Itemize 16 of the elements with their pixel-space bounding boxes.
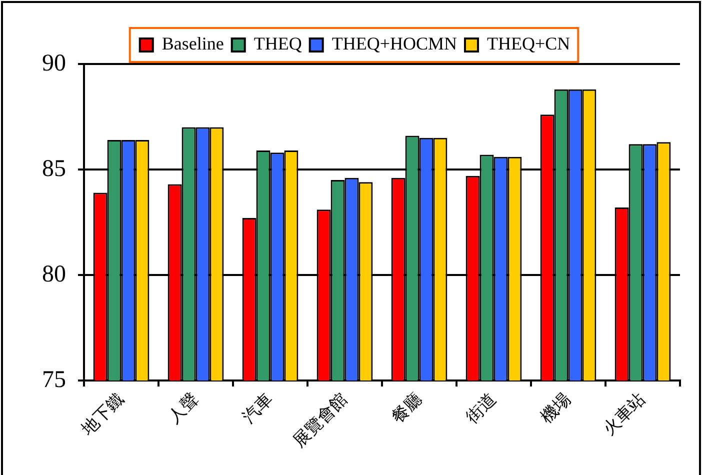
x-tick-label: 展覽會館 — [289, 389, 352, 452]
legend-label: THEQ+HOCMN — [332, 34, 457, 54]
x-tick-label: 街道 — [462, 389, 500, 428]
legend-label: Baseline — [162, 34, 224, 54]
legend-label: THEQ+CN — [486, 34, 570, 54]
x-tick-label: 地下鐵 — [77, 389, 128, 440]
y-tick-label: 80 — [42, 261, 66, 288]
x-tick-label: 機場 — [536, 389, 575, 428]
x-tick-label: 人聲 — [164, 389, 202, 428]
y-tick-label: 85 — [42, 156, 66, 182]
x-tick-label: 餐廳 — [388, 389, 426, 428]
y-tick-label: 75 — [42, 366, 66, 393]
x-tick-label: 火車站 — [599, 389, 650, 440]
legend-label: THEQ — [254, 34, 302, 54]
x-tick-label: 汽車 — [238, 389, 277, 428]
y-tick-label: 90 — [42, 50, 66, 76]
